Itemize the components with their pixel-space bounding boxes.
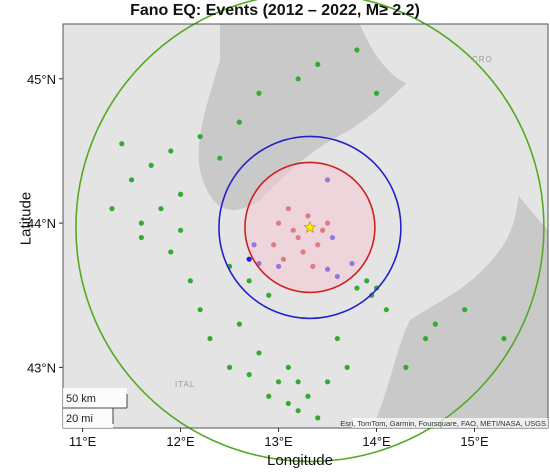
outer-circle — [75, 0, 545, 463]
blue-event-point — [246, 256, 252, 262]
green-event-point — [305, 393, 311, 399]
green-event-point — [207, 335, 213, 342]
scale-km-label: 50 km — [66, 393, 96, 405]
green-event-point — [138, 220, 144, 226]
green-event-point — [432, 321, 438, 327]
green-event-point — [403, 364, 409, 370]
green-event-point — [324, 379, 331, 385]
green-event-point — [197, 133, 203, 140]
green-event-point — [315, 61, 321, 67]
y-tick-label: 43°N — [27, 360, 56, 375]
green-event-point — [295, 76, 301, 82]
green-event-point — [334, 335, 340, 342]
green-event-point — [217, 155, 223, 161]
green-event-point — [168, 249, 174, 255]
x-tick-label: 14°E — [362, 434, 391, 449]
x-tick-label: 11°E — [69, 434, 97, 449]
green-event-point — [315, 415, 321, 421]
green-event-point — [373, 90, 380, 96]
scale-bar: 50 km 20 mi — [63, 388, 128, 428]
adriatic-sea — [198, 24, 548, 428]
green-event-point — [354, 285, 360, 291]
green-event-point — [383, 307, 389, 313]
map-label-italy: ITAL — [175, 380, 195, 389]
green-event-point — [187, 278, 193, 284]
chart-title: Fano EQ: Events (2012 – 2022, M≥ 2.2) — [130, 2, 420, 19]
green-event-point — [256, 350, 262, 356]
green-event-point — [295, 379, 301, 385]
epicenter-star-icon — [303, 220, 317, 233]
green-event-point — [226, 364, 233, 370]
green-event-point — [275, 379, 282, 385]
green-event-point — [266, 393, 272, 399]
green-event-point — [236, 119, 242, 125]
green-event-point — [197, 307, 203, 313]
green-event-point — [148, 162, 154, 168]
green-event-point — [256, 90, 262, 96]
y-tick-label: 45°N — [27, 72, 56, 87]
green-event-point — [177, 227, 184, 233]
green-event-point — [364, 278, 370, 284]
map-attribution: Esri, TomTom, Garmin, Foursquare, FAO, M… — [340, 419, 546, 428]
green-event-point — [168, 148, 174, 154]
green-event-point — [295, 408, 301, 414]
x-tick-label: 13°E — [264, 434, 293, 449]
green-event-point — [285, 400, 291, 407]
green-event-point — [138, 234, 144, 241]
green-event-point — [373, 285, 380, 291]
x-tick-label: 15°E — [460, 434, 489, 449]
green-event-point — [236, 321, 242, 327]
y-tick-label: 44°N — [27, 216, 56, 231]
green-event-point — [285, 364, 291, 370]
green-event-point — [354, 47, 360, 53]
green-event-point — [462, 307, 468, 313]
y-axis-label: Latitude — [17, 191, 35, 246]
plot-frame — [62, 23, 549, 429]
x-axis-label: Longitude — [267, 452, 333, 469]
green-event-point — [177, 191, 184, 197]
scale-mi-label: 20 mi — [66, 413, 93, 425]
dalmatian-coast — [360, 24, 548, 230]
green-event-point — [119, 141, 125, 147]
green-event-point — [158, 206, 164, 212]
green-event-point — [109, 206, 115, 212]
green-event-point — [501, 335, 507, 342]
green-event-point — [422, 335, 429, 342]
x-tick-label: 12°E — [166, 434, 195, 449]
green-event-point — [344, 364, 350, 370]
green-event-point — [128, 177, 135, 183]
green-event-point — [246, 372, 252, 378]
middle-circle — [218, 135, 402, 320]
green-event-point — [266, 292, 272, 298]
green-event-point — [246, 278, 252, 284]
map-label-croatia: CRO — [472, 55, 493, 64]
